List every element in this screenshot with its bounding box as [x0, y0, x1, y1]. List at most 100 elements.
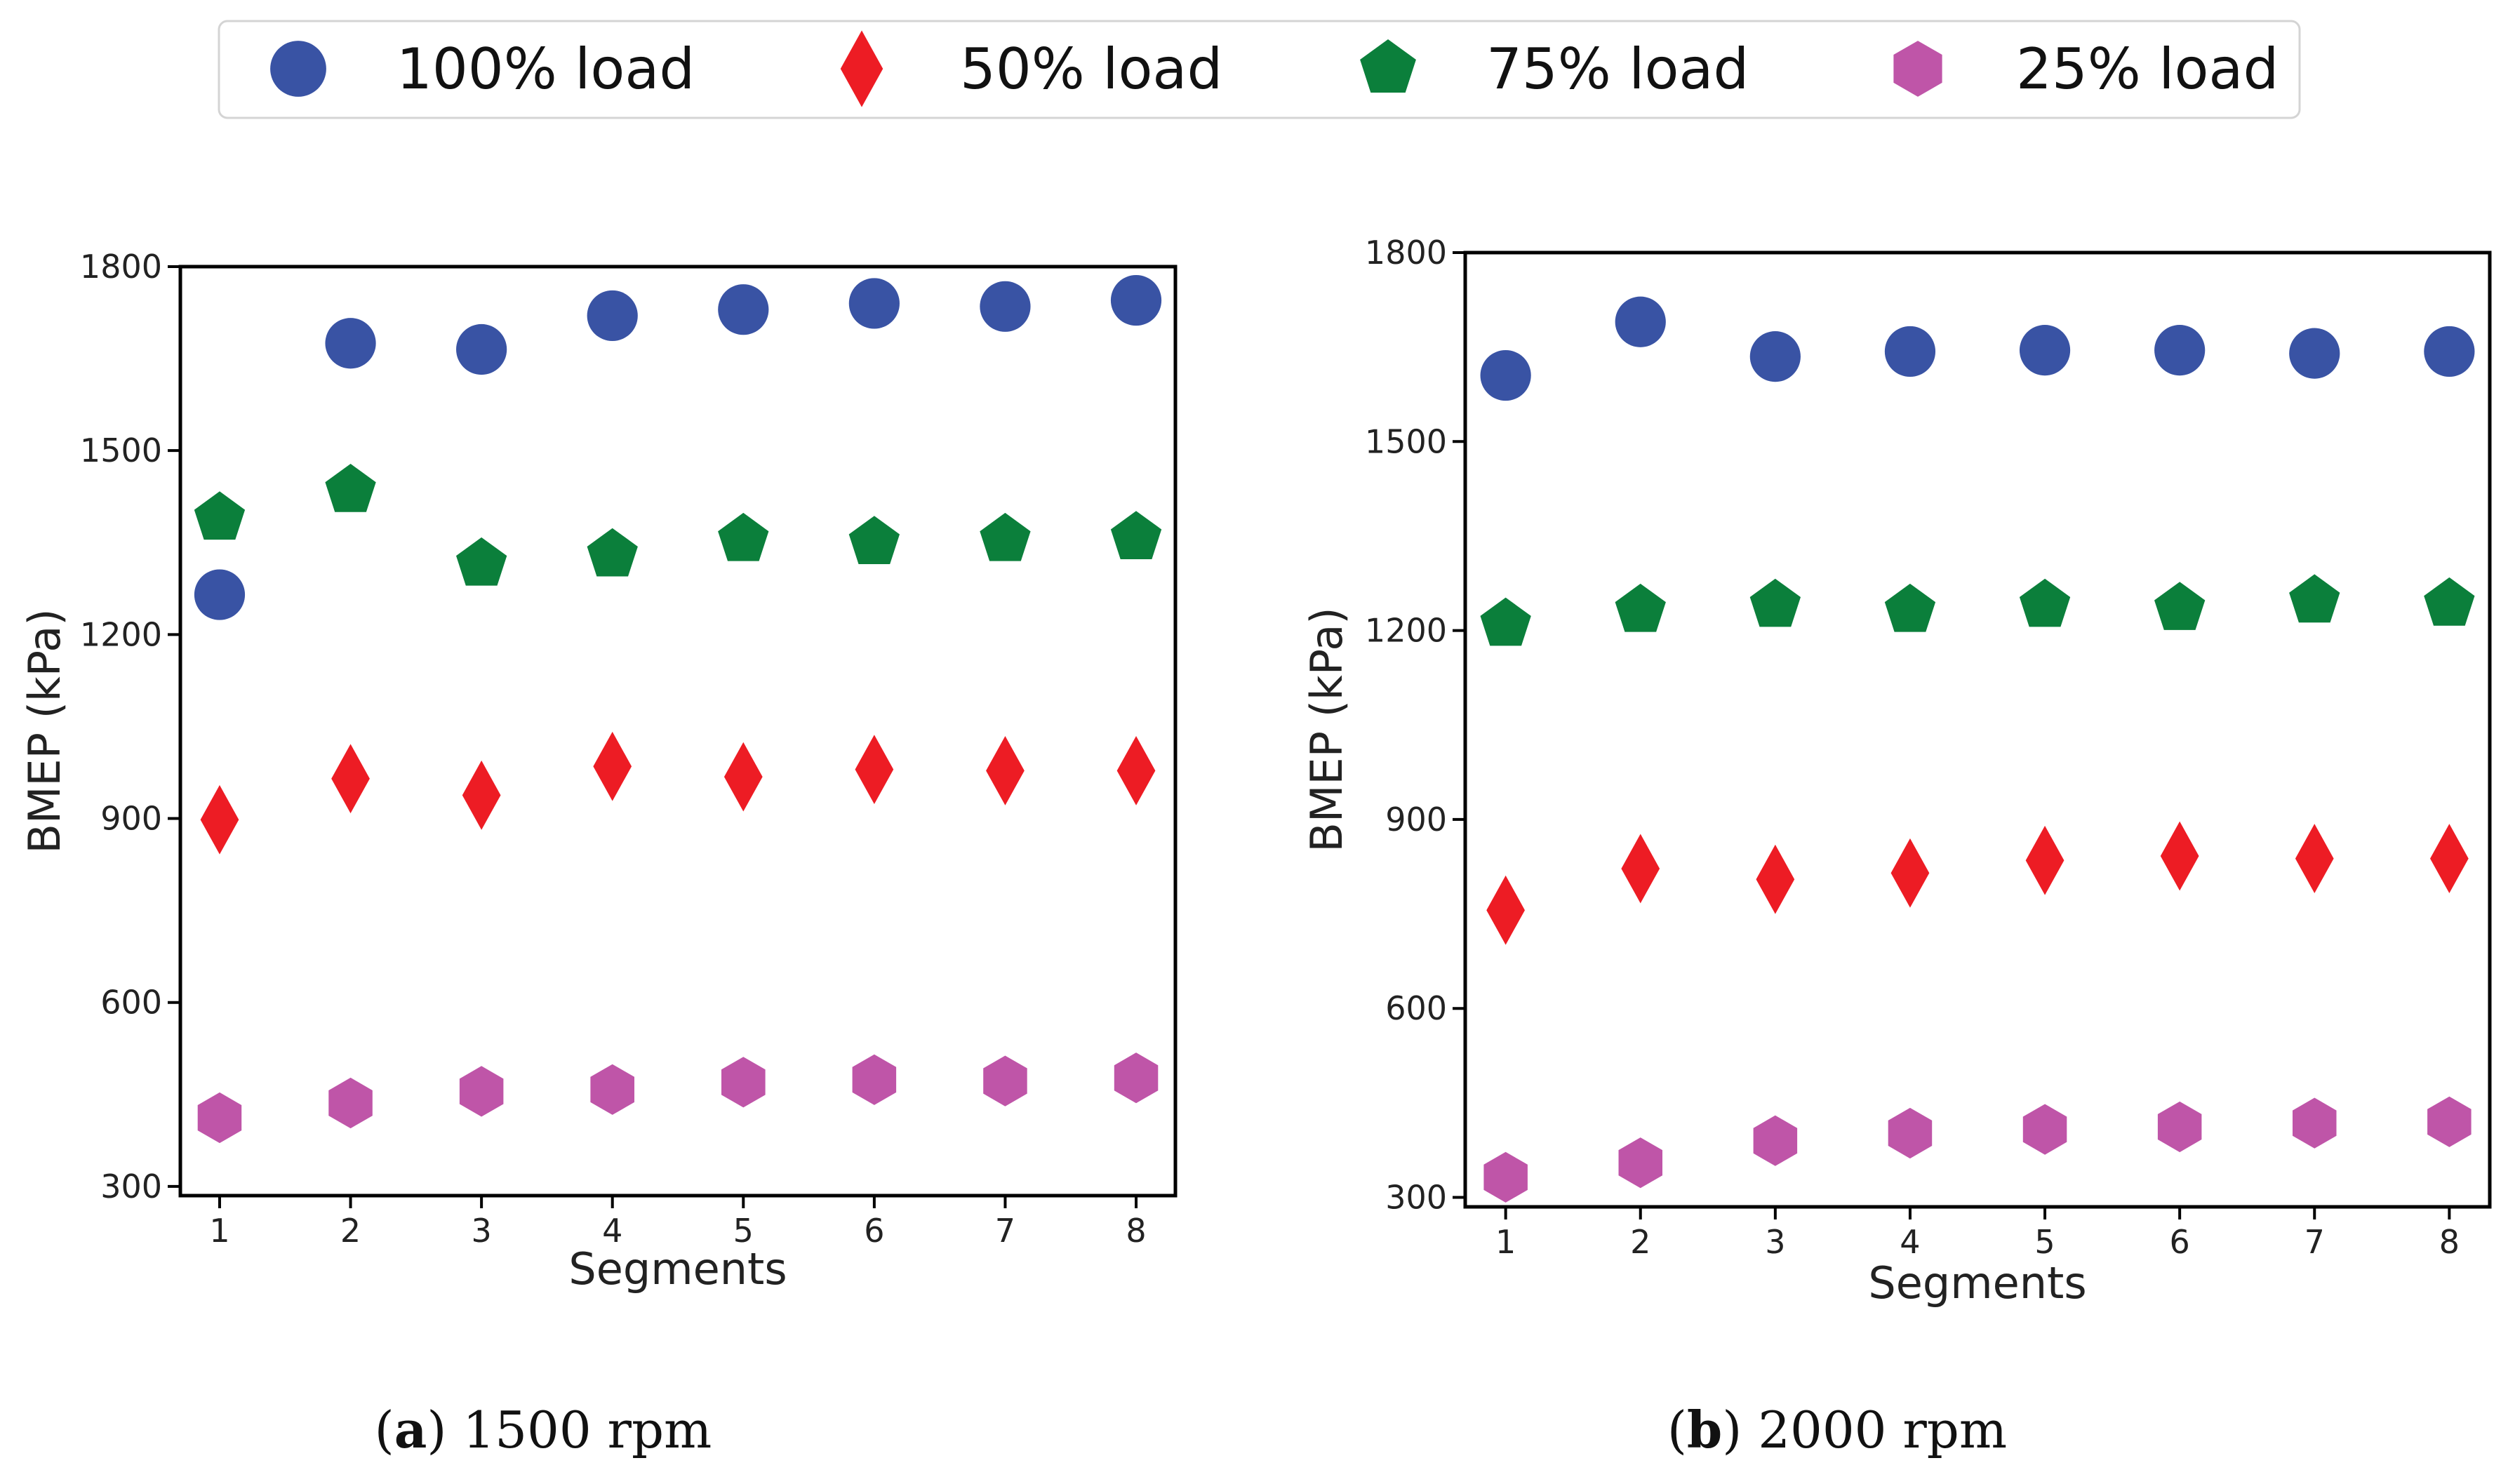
circle-point: [325, 318, 376, 369]
legend-label: 50% load: [960, 36, 1222, 102]
hexagon-marker: [1893, 41, 1942, 97]
circle-point: [718, 284, 769, 335]
legend-items: 100% load 50% load 75% load 25% load: [270, 30, 2279, 107]
caption-text-a: 1500 rpm: [462, 1401, 712, 1459]
x-tick-label: 6: [864, 1212, 884, 1250]
diamond-point: [593, 731, 632, 801]
y-tick-label: 1200: [1365, 612, 1447, 650]
circle-point: [587, 290, 638, 342]
pentagon-point: [1749, 578, 1801, 627]
caption-text-b: 2000 rpm: [1758, 1401, 2007, 1459]
pentagon-marker: [1360, 39, 1416, 93]
hexagon-point: [459, 1066, 504, 1117]
pentagon-point: [1615, 583, 1666, 632]
x-axis-label-a: Segments: [568, 1243, 787, 1295]
y-tick-label: 1800: [80, 248, 162, 286]
x-tick-label: 3: [1765, 1223, 1785, 1261]
series-100-load: [194, 274, 1162, 620]
circle-marker: [270, 41, 326, 97]
hexagon-point: [1618, 1137, 1662, 1189]
diamond-point: [2160, 821, 2199, 891]
diamond-point: [855, 735, 894, 805]
y-axis-ticks-b: 300 600 900 1200 1500 1800: [1365, 234, 1465, 1217]
data-points-b: [1480, 296, 2475, 1203]
hexagon-point: [852, 1054, 897, 1105]
x-tick-label: 1: [209, 1212, 229, 1250]
diamond-point: [1621, 834, 1660, 904]
circle-point: [194, 569, 246, 620]
hexagon-point: [2293, 1097, 2337, 1149]
diamond-point: [2295, 824, 2334, 893]
x-tick-label: 5: [733, 1212, 754, 1250]
y-tick-label: 300: [100, 1168, 162, 1205]
series-25-load: [197, 1052, 1159, 1144]
pentagon-point: [456, 537, 507, 586]
pentagon-point: [1884, 583, 1936, 632]
y-tick-label: 1500: [1365, 422, 1447, 460]
diamond-point: [1890, 838, 1930, 908]
x-tick-label: 8: [2439, 1223, 2460, 1261]
pentagon-point: [848, 516, 900, 564]
hexagon-point: [2022, 1104, 2067, 1155]
caption-a: (a) 1500 rpm: [375, 1400, 712, 1459]
x-tick-label: 4: [1900, 1223, 1920, 1261]
circle-point: [2289, 328, 2340, 379]
circle-point: [1615, 296, 1666, 347]
pentagon-point: [194, 491, 246, 540]
circle-point: [980, 281, 1031, 332]
circle-point: [1884, 326, 1936, 377]
diamond-point: [1486, 875, 1525, 945]
x-tick-label: 1: [1495, 1223, 1516, 1261]
pentagon-point: [1480, 597, 1531, 646]
legend-label: 25% load: [2016, 36, 2279, 102]
series-50-load: [1486, 821, 2469, 945]
hexagon-point: [2157, 1101, 2202, 1153]
circle-point: [848, 278, 900, 329]
hexagon-point: [983, 1055, 1027, 1107]
legend-frame: [218, 20, 2301, 119]
y-axis-label-a: BMEP (kPa): [19, 608, 70, 853]
legend: 100% load 50% load 75% load 25% load: [218, 20, 2301, 119]
legend-label: 75% load: [1486, 36, 1749, 102]
circle-point: [456, 323, 507, 375]
x-axis-ticks-a: 1 2 3 4 5 6 7 8: [209, 1196, 1147, 1250]
pentagon-point: [587, 528, 638, 577]
y-tick-label: 900: [100, 800, 162, 838]
y-tick-label: 1200: [80, 615, 162, 653]
hexagon-point: [590, 1064, 634, 1115]
diamond-point: [1756, 844, 1795, 914]
circle-point: [1480, 349, 1531, 401]
plot-frame-a: [178, 265, 1178, 1198]
pentagon-point: [2289, 574, 2340, 623]
caption-letter-b: b: [1687, 1400, 1722, 1459]
y-tick-label: 300: [1385, 1179, 1447, 1217]
circle-point: [2019, 325, 2071, 376]
pentagon-point: [325, 464, 376, 512]
x-tick-label: 2: [1630, 1223, 1650, 1261]
pentagon-point: [1110, 511, 1162, 559]
y-tick-label: 900: [1385, 801, 1447, 838]
series-75-load: [1480, 574, 2475, 646]
y-tick-label: 600: [100, 984, 162, 1022]
series-50-load: [200, 731, 1156, 855]
diamond-point: [331, 744, 370, 814]
y-tick-label: 600: [1385, 989, 1447, 1027]
hexagon-point: [2427, 1096, 2472, 1147]
pentagon-point: [2154, 582, 2206, 630]
y-axis-ticks-a: 300 600 900 1200 1500 1800: [80, 248, 180, 1205]
circle-point: [1110, 274, 1162, 326]
hexagon-point: [1753, 1115, 1798, 1166]
caption-letter-a: a: [394, 1400, 427, 1459]
x-tick-label: 8: [1126, 1212, 1146, 1250]
legend-label: 100% load: [396, 36, 695, 102]
pentagon-point: [718, 512, 769, 561]
x-tick-label: 7: [2304, 1223, 2325, 1261]
x-axis-ticks-b: 1 2 3 4 5 6 7 8: [1495, 1207, 2460, 1261]
x-axis-label-b: Segments: [1868, 1257, 2086, 1309]
diamond-point: [986, 735, 1025, 805]
y-axis-label-b: BMEP (kPa): [1301, 607, 1352, 852]
circle-point: [2424, 326, 2475, 377]
series-25-load: [1483, 1096, 2472, 1203]
